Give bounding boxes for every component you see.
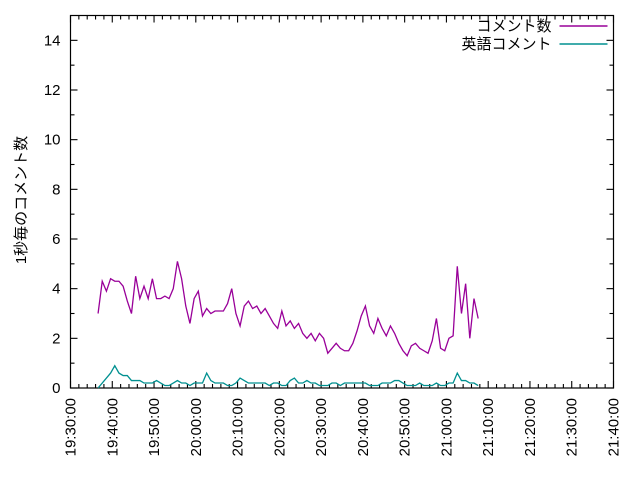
y-axis-title: 1秒毎のコメント数 bbox=[13, 136, 30, 264]
x-tick-label: 21:00:00 bbox=[438, 398, 455, 456]
x-tick-label: 19:40:00 bbox=[104, 398, 121, 456]
x-tick-label: 21:40:00 bbox=[606, 398, 623, 456]
legend-label-1: コメント数 bbox=[476, 18, 551, 35]
x-axis-ticks bbox=[69, 15, 615, 388]
x-tick-label: 20:40:00 bbox=[355, 398, 372, 456]
x-tick-label: 20:00:00 bbox=[188, 398, 205, 456]
data-series-group bbox=[97, 261, 479, 389]
x-tick-label: 20:20:00 bbox=[271, 398, 288, 456]
y-tick-label: 0 bbox=[52, 380, 60, 397]
y-tick-label: 14 bbox=[44, 32, 61, 49]
y-tick-label: 12 bbox=[44, 82, 61, 99]
x-tick-label: 21:30:00 bbox=[564, 398, 581, 456]
x-tick-label: 21:10:00 bbox=[480, 398, 497, 456]
series-line-2 bbox=[97, 364, 479, 389]
y-tick-label: 10 bbox=[44, 132, 61, 149]
plot-frame bbox=[69, 14, 615, 389]
x-tick-label: 20:30:00 bbox=[313, 398, 330, 456]
series-line-1 bbox=[97, 261, 479, 357]
y-axis-ticks bbox=[70, 39, 614, 389]
legend-label-2: 英語コメント bbox=[461, 35, 551, 53]
y-tick-label: 2 bbox=[52, 330, 60, 347]
y-axis-tick-labels: 0 2 4 6 8 10 12 14 bbox=[44, 32, 61, 397]
y-tick-label: 4 bbox=[52, 281, 60, 298]
y-tick-label: 6 bbox=[52, 231, 60, 248]
x-tick-label: 21:20:00 bbox=[522, 398, 539, 456]
y-tick-label: 8 bbox=[52, 181, 60, 198]
x-axis-tick-labels: 19:30:00 19:40:00 19:50:00 20:00:00 20:10:00… bbox=[63, 398, 623, 456]
x-tick-label: 20:50:00 bbox=[397, 398, 414, 456]
x-tick-label: 19:30:00 bbox=[63, 398, 80, 456]
x-tick-label: 19:50:00 bbox=[146, 398, 163, 456]
x-tick-label: 20:10:00 bbox=[230, 398, 247, 456]
